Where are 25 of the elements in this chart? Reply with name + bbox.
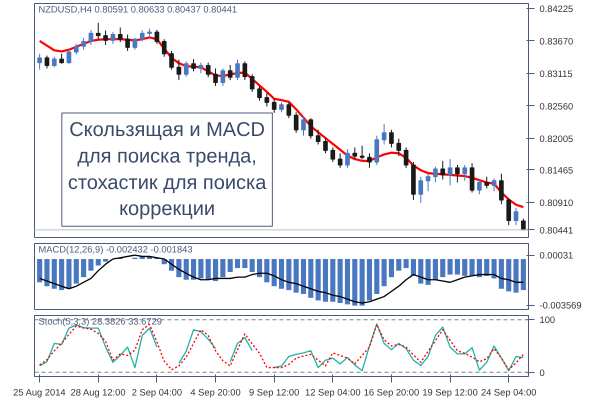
y-tick-label: 0.83115 [540, 68, 573, 79]
y-tick-label: 0.00031 [540, 250, 574, 261]
y-tick-label: 0.83670 [540, 36, 574, 46]
y-tick-label: -0.003569 [540, 300, 582, 311]
y-tick-label: 0.84225 [540, 4, 574, 14]
y-tick-label: 0.82560 [540, 101, 574, 112]
chart-title: Stoch(5,3,3) 28.3826 33.6729 [38, 316, 162, 326]
x-tick-label: 24 Sep 04:00 [480, 388, 536, 398]
x-tick-label: 2 Sep 04:00 [132, 388, 182, 398]
chart-title: NZDUSD,H4 0.80591 0.80633 0.80437 0.80441 [38, 4, 238, 14]
y-tick-label: 0.82005 [540, 134, 574, 144]
y-tick-label: 0.81465 [540, 165, 574, 176]
ref-line-label: 0.80441 [540, 225, 574, 236]
y-tick-label: 0.80910 [540, 198, 574, 208]
x-tick-label: 12 Sep 04:00 [305, 388, 361, 398]
x-tick-label: 25 Aug 2014 [13, 388, 66, 398]
chart-title: MACD(12,26,9) -0.002432 -0.001843 [38, 244, 193, 254]
x-tick-label: 28 Aug 12:00 [70, 388, 126, 398]
x-tick-label: 9 Sep 12:00 [249, 388, 300, 398]
x-tick-label: 19 Sep 12:00 [422, 388, 478, 398]
x-tick-label: 4 Sep 20:00 [190, 388, 241, 398]
annotation: Скользящая и MACD для поиска тренда, стохастик для поиска коррекции [68, 119, 268, 220]
x-tick-label: 16 Sep 20:00 [364, 388, 420, 398]
y-tick-label: 0 [540, 368, 545, 378]
y-tick-label: 100 [540, 315, 556, 326]
